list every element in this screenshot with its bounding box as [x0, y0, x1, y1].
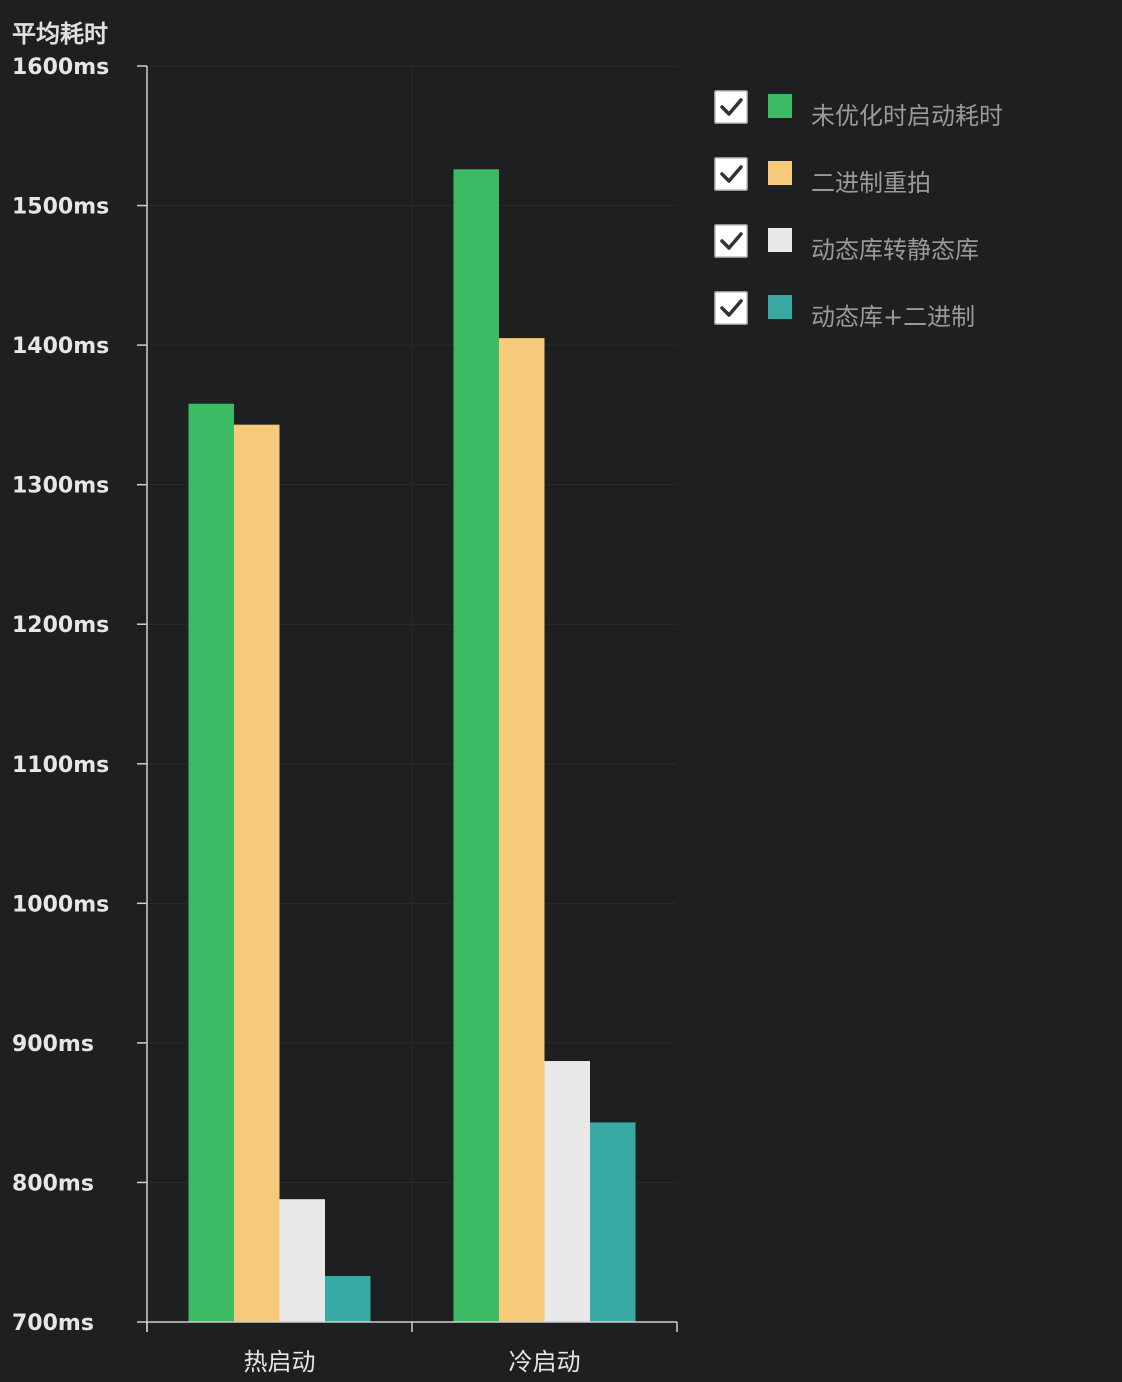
- legend-swatch: [768, 228, 792, 252]
- check-icon: [720, 299, 743, 317]
- y-tick-label: 1000ms: [12, 892, 109, 917]
- y-axis-title: 平均耗时: [12, 20, 108, 48]
- legend-swatch: [768, 161, 792, 185]
- legend-checkbox[interactable]: [714, 291, 748, 325]
- y-tick-label: 700ms: [12, 1311, 94, 1336]
- legend-label: 二进制重拍: [811, 169, 931, 197]
- bar: [453, 169, 499, 1322]
- legend-checkbox[interactable]: [714, 90, 748, 124]
- y-tick-label: 1200ms: [12, 613, 109, 638]
- bar: [590, 1122, 636, 1322]
- bar: [325, 1275, 371, 1322]
- legend-item[interactable]: 二进制重拍: [714, 157, 931, 197]
- bar: [279, 1199, 325, 1322]
- x-tick-label: 冷启动: [509, 1348, 581, 1376]
- legend-swatch: [768, 295, 792, 319]
- legend-label: 动态库转静态库: [811, 236, 979, 264]
- bar: [234, 424, 280, 1322]
- bars: [188, 169, 636, 1323]
- legend-checkbox[interactable]: [714, 224, 748, 258]
- y-axis-ticks: 700ms 800ms 900ms 1000ms 1100ms 1200ms 1300ms 1…: [12, 55, 147, 1336]
- y-tick-label: 1600ms: [12, 55, 109, 80]
- y-tick-label: 1500ms: [12, 195, 109, 220]
- x-axis-ticks: 热启动 冷启动: [146, 1322, 678, 1376]
- x-tick-label: 热启动: [244, 1348, 316, 1376]
- legend-swatch: [768, 94, 792, 118]
- check-icon: [720, 232, 743, 250]
- bar: [188, 403, 234, 1322]
- y-tick-label: 800ms: [12, 1171, 94, 1196]
- y-tick-label: 900ms: [12, 1032, 94, 1057]
- y-tick-label: 1100ms: [12, 753, 109, 778]
- check-icon: [720, 165, 743, 183]
- y-tick-label: 1300ms: [12, 474, 109, 499]
- legend-label: 动态库+二进制: [811, 303, 975, 331]
- bar: [499, 338, 545, 1323]
- legend-label: 未优化时启动耗时: [811, 102, 1003, 130]
- bar: [544, 1061, 590, 1322]
- legend-checkbox[interactable]: [714, 157, 748, 191]
- legend-item[interactable]: 动态库+二进制: [714, 291, 975, 331]
- y-tick-label: 1400ms: [12, 334, 109, 359]
- check-icon: [720, 98, 743, 116]
- legend-item[interactable]: 动态库转静态库: [714, 224, 979, 264]
- legend-item[interactable]: 未优化时启动耗时: [714, 90, 1003, 130]
